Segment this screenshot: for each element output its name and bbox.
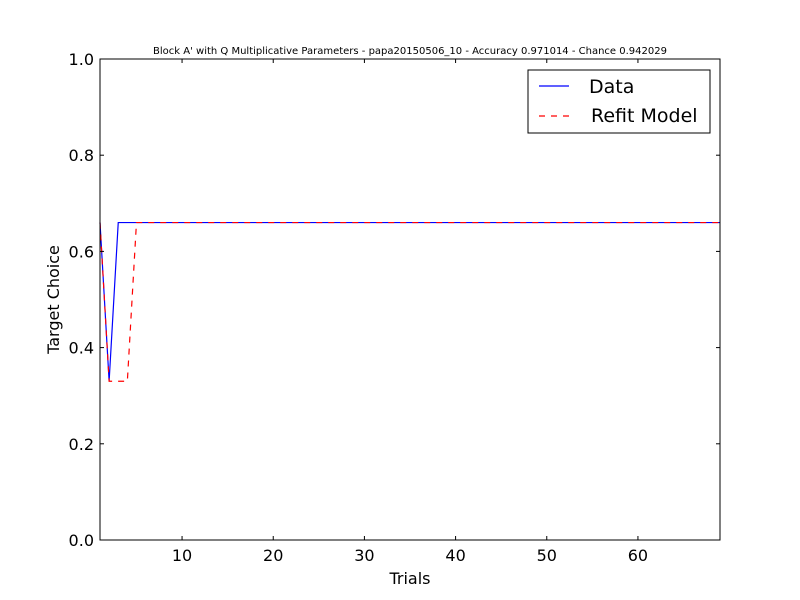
y-tick-label: 0.6 (69, 242, 94, 261)
y-tick-label: 0.0 (69, 531, 94, 550)
series-line-data (100, 223, 720, 382)
x-tick-label: 40 (445, 546, 465, 565)
x-tick-label: 10 (172, 546, 192, 565)
plot-lines (100, 223, 720, 382)
y-tick-label: 0.4 (69, 339, 94, 358)
x-tick-label: 50 (537, 546, 557, 565)
x-tick-label: 20 (263, 546, 283, 565)
y-tick-label: 0.2 (69, 435, 94, 454)
legend: Data Refit Model (528, 70, 710, 133)
y-axis-label: Target Choice (44, 245, 63, 355)
x-tick-label: 30 (354, 546, 374, 565)
chart-title: Block A' with Q Multiplicative Parameter… (153, 46, 667, 57)
y-tick-label: 1.0 (69, 50, 94, 69)
legend-label-data: Data (589, 76, 634, 98)
x-tick-label: 60 (628, 546, 648, 565)
series-line-refit-model (100, 223, 720, 382)
legend-label-refit-model: Refit Model (591, 105, 698, 127)
x-axis-label: Trials (388, 569, 430, 588)
y-tick-label: 0.8 (69, 146, 94, 165)
